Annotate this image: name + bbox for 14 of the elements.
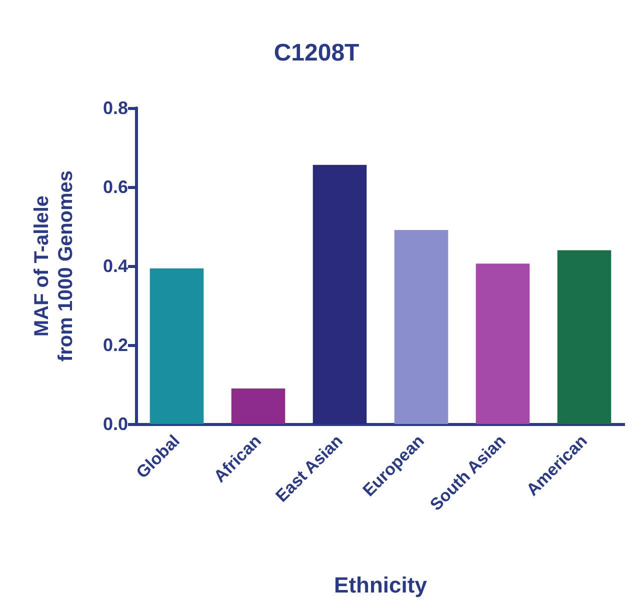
bar xyxy=(231,388,286,424)
x-axis-title: Ethnicity xyxy=(334,572,428,598)
bar xyxy=(557,250,612,424)
y-axis-title: MAF of T-allele from 1000 Genomes xyxy=(31,170,77,362)
bar xyxy=(476,264,530,424)
bar xyxy=(312,164,367,424)
y-tick-label: 0.8 xyxy=(102,98,128,118)
y-tick-label: 0.0 xyxy=(102,414,128,434)
bar xyxy=(394,230,448,424)
bar xyxy=(150,268,204,424)
y-tick-label: 0.2 xyxy=(102,335,128,355)
chart-title: C1208T xyxy=(274,40,360,66)
y-tick-label: 0.6 xyxy=(102,177,128,197)
y-tick-label: 0.4 xyxy=(102,256,128,276)
